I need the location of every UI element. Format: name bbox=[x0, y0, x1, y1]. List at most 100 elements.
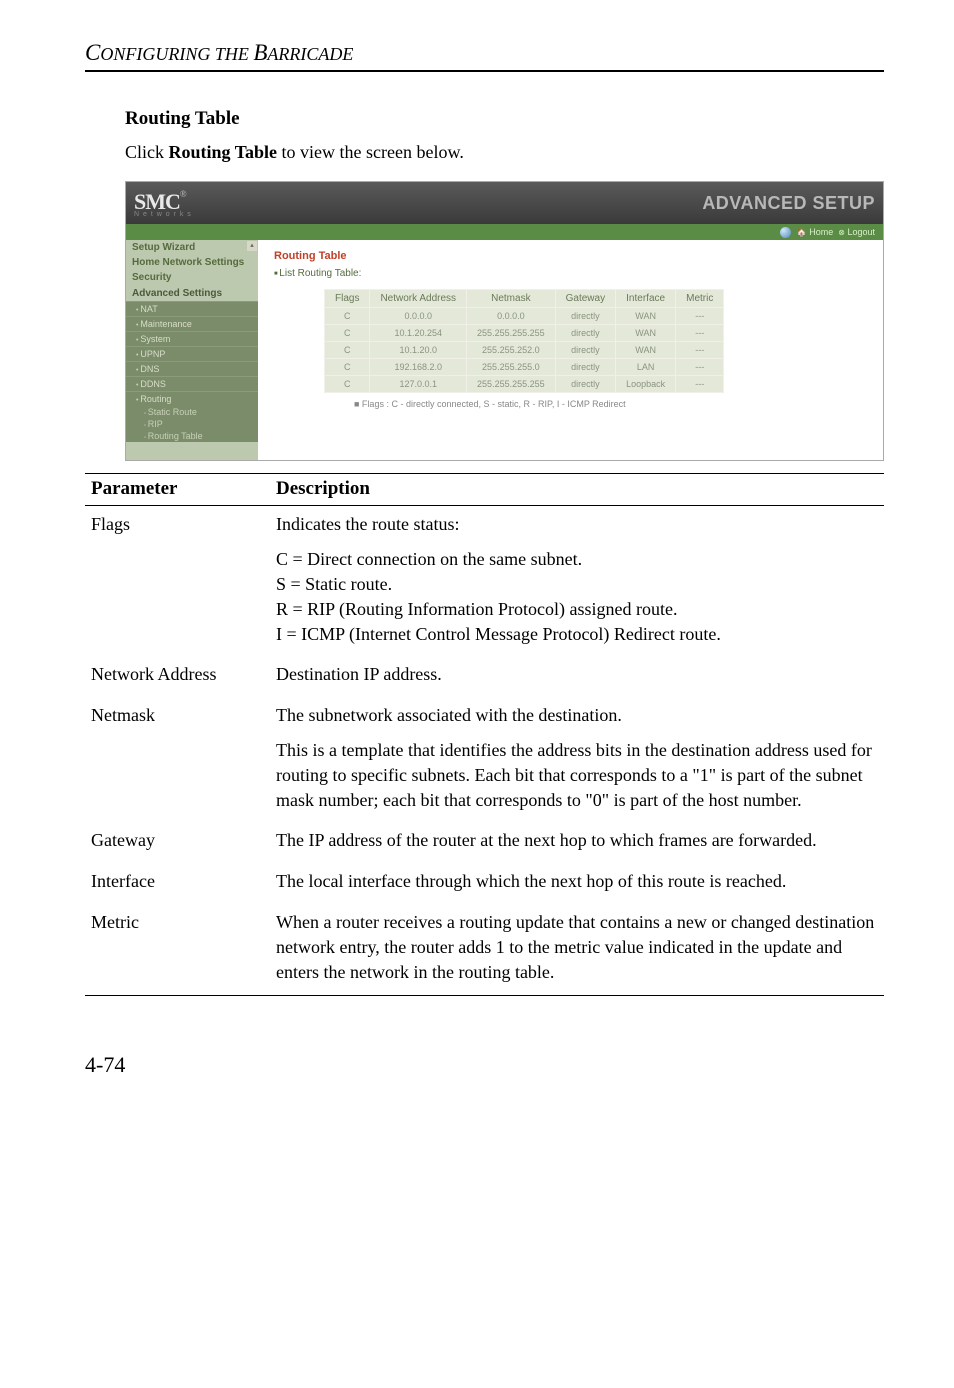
sidebar-security[interactable]: Security bbox=[126, 270, 258, 285]
ss-topbar: 🏠 Home ⊗ Logout bbox=[126, 224, 883, 240]
rtable-row: C192.168.2.0255.255.255.0directlyLAN--- bbox=[325, 359, 724, 376]
rth-netmask: Netmask bbox=[467, 290, 556, 308]
sidebar-rip[interactable]: RIP bbox=[126, 418, 258, 430]
ptable-row: GatewayThe IP address of the router at t… bbox=[85, 822, 884, 863]
page-number: 4-74 bbox=[85, 1052, 884, 1078]
ptable-param: Interface bbox=[85, 863, 270, 904]
main-title: Routing Table bbox=[274, 250, 867, 262]
ptable-desc: When a router receives a routing update … bbox=[270, 904, 884, 995]
chap-c2: B bbox=[253, 40, 267, 65]
router-screenshot: SMC® N e t w o r k s ADVANCED SETUP 🏠 Ho… bbox=[125, 181, 884, 461]
rtable-row: C0.0.0.00.0.0.0directlyWAN--- bbox=[325, 308, 724, 325]
rtable-cell: WAN bbox=[616, 325, 676, 342]
rtable-cell: 10.1.20.0 bbox=[370, 342, 467, 359]
sidebar-nat[interactable]: NAT bbox=[126, 301, 258, 316]
ss-logo-reg: ® bbox=[180, 189, 186, 199]
ss-body: ▴ Setup Wizard Home Network Settings Sec… bbox=[126, 240, 883, 460]
ptable-row: InterfaceThe local interface through whi… bbox=[85, 863, 884, 904]
sidebar-routing[interactable]: Routing bbox=[126, 391, 258, 406]
rth-flags: Flags bbox=[325, 290, 370, 308]
rtable-cell: 255.255.255.255 bbox=[467, 325, 556, 342]
rtable-cell: directly bbox=[555, 325, 615, 342]
ptable-param: Flags bbox=[85, 506, 270, 657]
intro-prefix: Click bbox=[125, 142, 169, 162]
rtable-cell: 0.0.0.0 bbox=[467, 308, 556, 325]
rtable-cell: directly bbox=[555, 308, 615, 325]
chap-rest1: ONFIGURING THE bbox=[100, 44, 253, 64]
rtable-cell: directly bbox=[555, 376, 615, 393]
intro-text: Click Routing Table to view the screen b… bbox=[125, 140, 884, 165]
section-title: Routing Table bbox=[125, 108, 884, 130]
rtable-cell: 255.255.255.255 bbox=[467, 376, 556, 393]
rtable-cell: 255.255.252.0 bbox=[467, 342, 556, 359]
scroll-up-icon[interactable]: ▴ bbox=[247, 241, 257, 251]
parameter-table: Parameter Description FlagsIndicates the… bbox=[85, 473, 884, 995]
rtable-note: ■ Flags : C - directly connected, S - st… bbox=[354, 399, 867, 409]
ss-logo: SMC® bbox=[134, 189, 186, 214]
rtable-row: C10.1.20.254255.255.255.255directlyWAN--… bbox=[325, 325, 724, 342]
rtable-cell: C bbox=[325, 342, 370, 359]
sidebar-home-network[interactable]: Home Network Settings bbox=[126, 255, 258, 270]
rtable-cell: C bbox=[325, 325, 370, 342]
rtable-row: C127.0.0.1255.255.255.255directlyLoopbac… bbox=[325, 376, 724, 393]
ss-main: Routing Table List Routing Table: Flags … bbox=[258, 240, 883, 460]
rtable-cell: LAN bbox=[616, 359, 676, 376]
rtable-row: C10.1.20.0255.255.252.0directlyWAN--- bbox=[325, 342, 724, 359]
routing-table: Flags Network Address Netmask Gateway In… bbox=[324, 289, 724, 393]
rtable-cell: WAN bbox=[616, 342, 676, 359]
ptable-row: FlagsIndicates the route status:C = Dire… bbox=[85, 506, 884, 657]
rth-metric: Metric bbox=[676, 290, 724, 308]
ptable-desc: Indicates the route status:C = Direct co… bbox=[270, 506, 884, 657]
ss-header: SMC® N e t w o r k s ADVANCED SETUP bbox=[126, 182, 883, 224]
sidebar-advanced-settings[interactable]: Advanced Settings bbox=[126, 285, 258, 301]
rtable-cell: C bbox=[325, 359, 370, 376]
rtable-cell: 192.168.2.0 bbox=[370, 359, 467, 376]
ptable-row: NetmaskThe subnetwork associated with th… bbox=[85, 697, 884, 822]
rtable-cell: WAN bbox=[616, 308, 676, 325]
rth-interface: Interface bbox=[616, 290, 676, 308]
rtable-cell: --- bbox=[676, 325, 724, 342]
sidebar-ddns[interactable]: DDNS bbox=[126, 376, 258, 391]
rtable-cell: --- bbox=[676, 308, 724, 325]
rtable-cell: 0.0.0.0 bbox=[370, 308, 467, 325]
sidebar-routing-table[interactable]: Routing Table bbox=[126, 430, 258, 442]
sidebar-static-route[interactable]: Static Route bbox=[126, 406, 258, 418]
sidebar-upnp[interactable]: UPNP bbox=[126, 346, 258, 361]
ptable-row: Network AddressDestination IP address. bbox=[85, 656, 884, 697]
ptable-desc: The local interface through which the ne… bbox=[270, 863, 884, 904]
intro-bold: Routing Table bbox=[169, 142, 278, 162]
chapter-title: CONFIGURING THE BARRICADE bbox=[85, 40, 884, 72]
ss-sidebar: ▴ Setup Wizard Home Network Settings Sec… bbox=[126, 240, 258, 460]
ptable-param: Network Address bbox=[85, 656, 270, 697]
sidebar-setup-wizard[interactable]: Setup Wizard bbox=[126, 240, 258, 255]
rth-netaddr: Network Address bbox=[370, 290, 467, 308]
rtable-cell: Loopback bbox=[616, 376, 676, 393]
ptable-h1: Parameter bbox=[85, 474, 270, 506]
ptable-param: Netmask bbox=[85, 697, 270, 822]
home-link[interactable]: Home bbox=[809, 227, 833, 237]
rth-gateway: Gateway bbox=[555, 290, 615, 308]
rtable-cell: directly bbox=[555, 359, 615, 376]
ptable-h2: Description bbox=[270, 474, 884, 506]
ptable-param: Gateway bbox=[85, 822, 270, 863]
rtable-cell: --- bbox=[676, 376, 724, 393]
ss-logo-sub: N e t w o r k s bbox=[134, 211, 192, 218]
rtable-cell: 255.255.255.0 bbox=[467, 359, 556, 376]
sidebar-system[interactable]: System bbox=[126, 331, 258, 346]
ptable-desc: The IP address of the router at the next… bbox=[270, 822, 884, 863]
rtable-cell: 10.1.20.254 bbox=[370, 325, 467, 342]
main-bullet: List Routing Table: bbox=[274, 268, 867, 279]
rtable-header-row: Flags Network Address Netmask Gateway In… bbox=[325, 290, 724, 308]
ss-logo-block: SMC® N e t w o r k s bbox=[134, 189, 192, 218]
ptable-row: MetricWhen a router receives a routing u… bbox=[85, 904, 884, 995]
globe-icon bbox=[780, 227, 791, 238]
rtable-cell: --- bbox=[676, 342, 724, 359]
sidebar-maintenance[interactable]: Maintenance bbox=[126, 316, 258, 331]
rtable-cell: 127.0.0.1 bbox=[370, 376, 467, 393]
logout-link[interactable]: Logout bbox=[847, 227, 875, 237]
ptable-desc: The subnetwork associated with the desti… bbox=[270, 697, 884, 822]
chap-c1: C bbox=[85, 40, 100, 65]
ptable-desc: Destination IP address. bbox=[270, 656, 884, 697]
intro-suffix: to view the screen below. bbox=[277, 142, 464, 162]
sidebar-dns[interactable]: DNS bbox=[126, 361, 258, 376]
